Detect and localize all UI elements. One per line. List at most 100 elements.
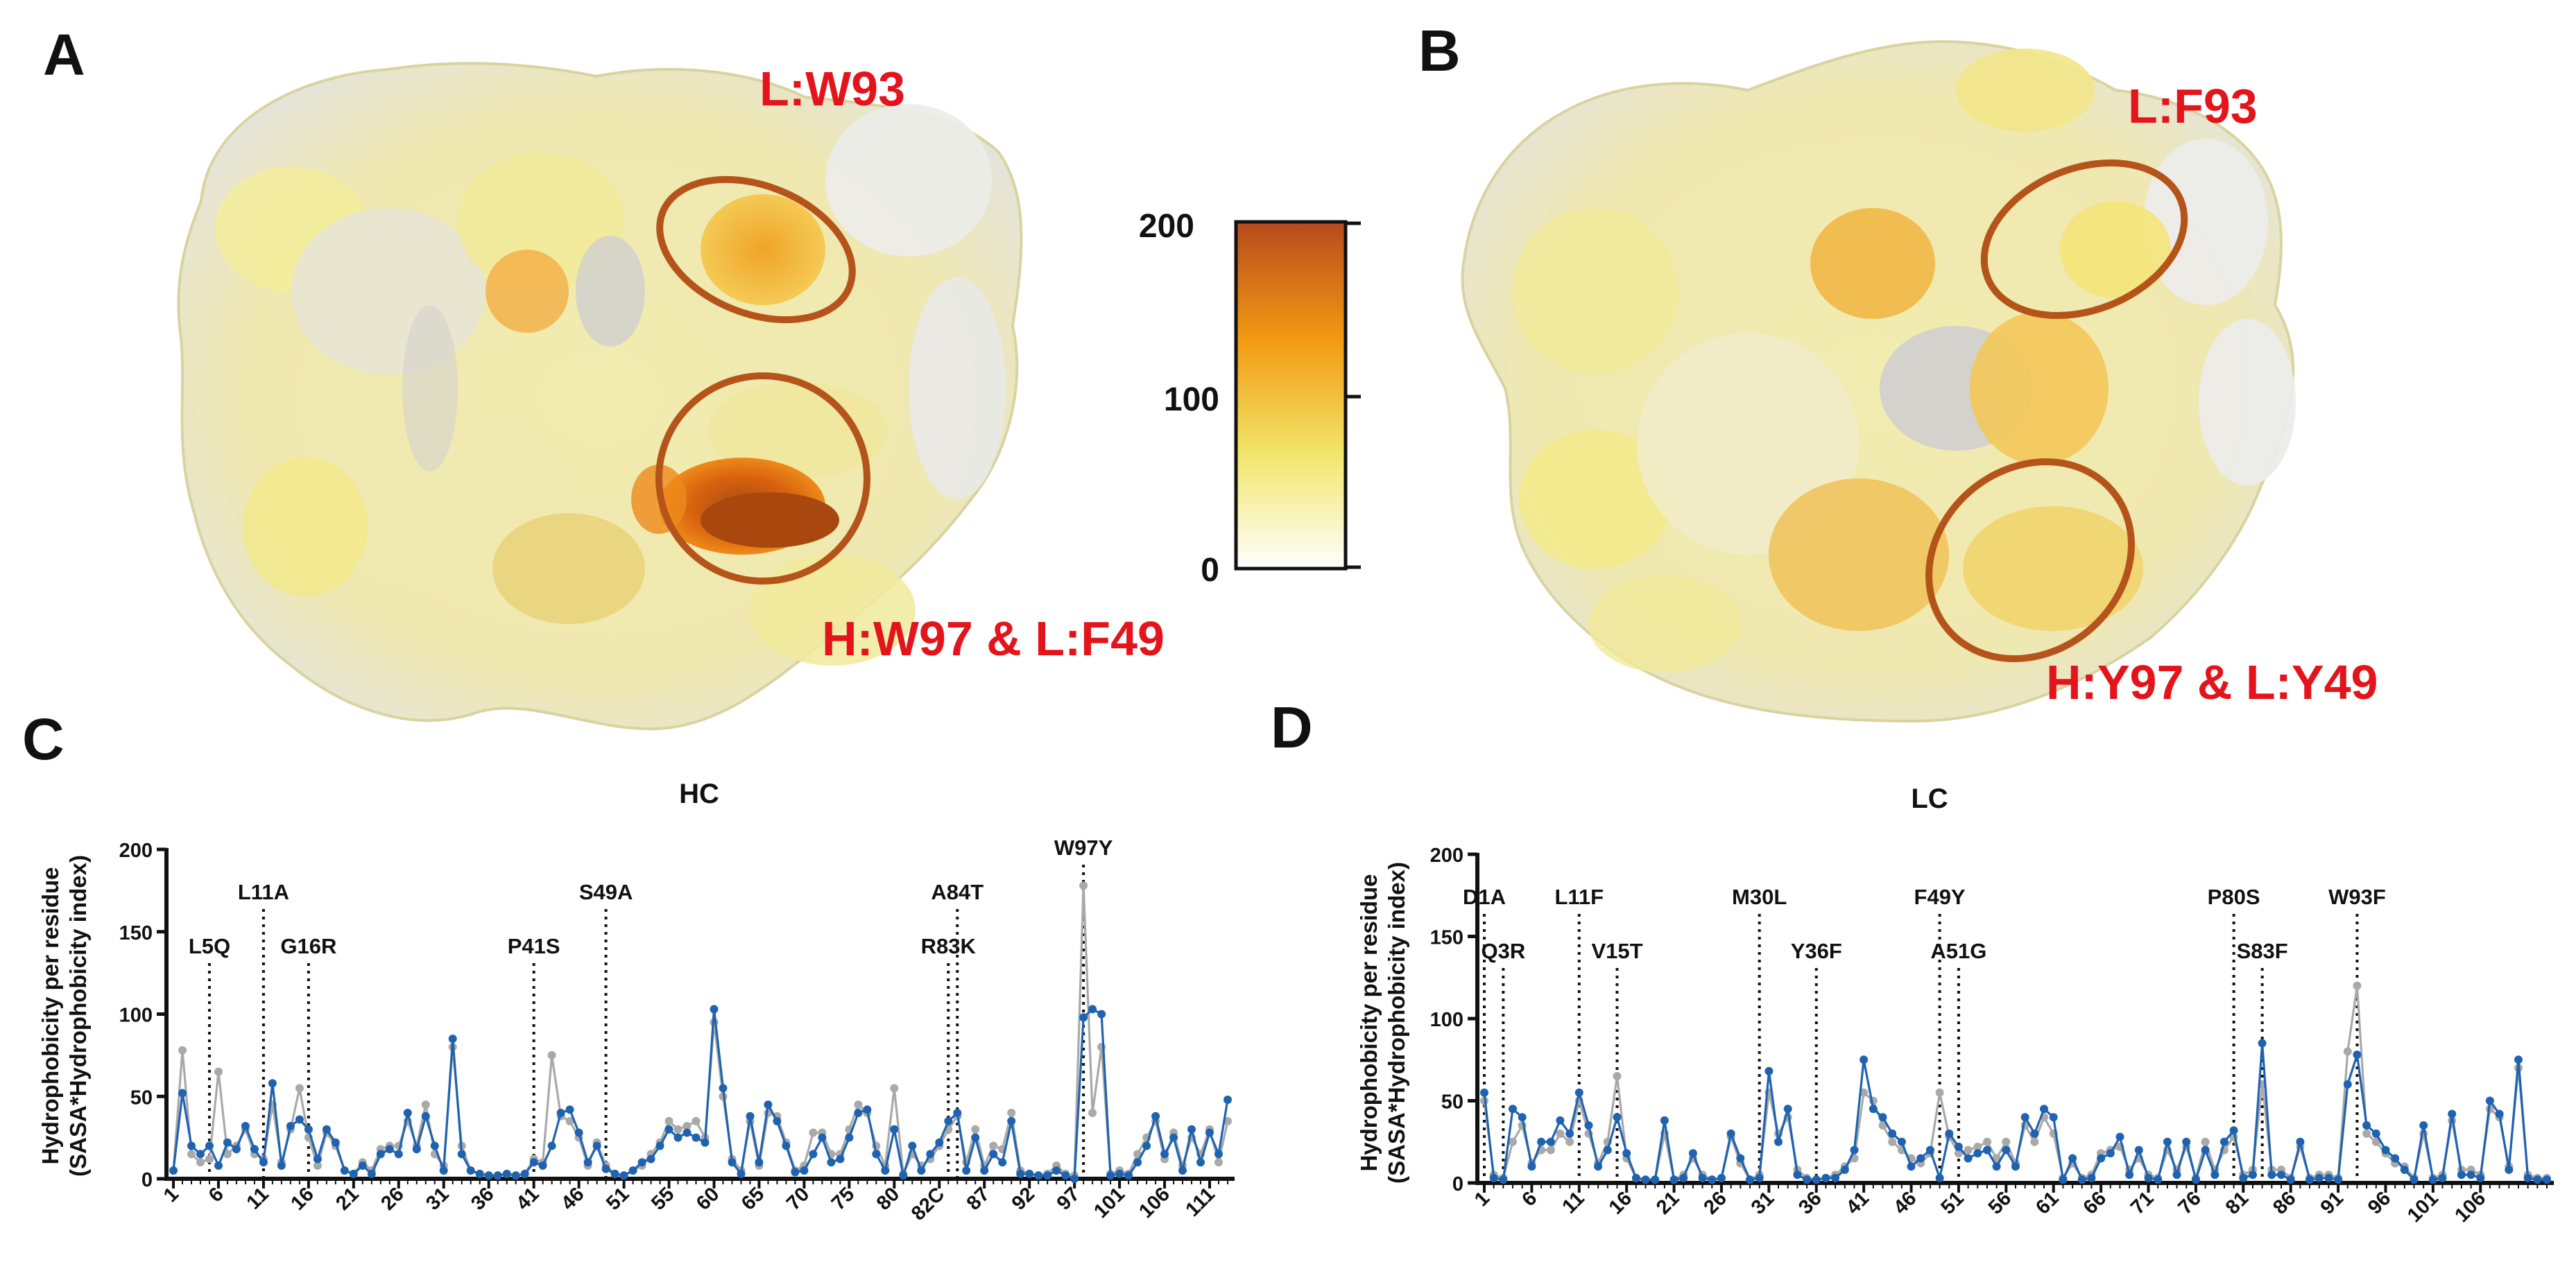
chart-c-x-tick-label: 87	[963, 1183, 994, 1214]
chart-d-point-mutant	[1527, 1162, 1536, 1171]
chart-c-point-mutant	[277, 1161, 286, 1170]
chart-d-point-wild-type	[2201, 1137, 2210, 1146]
chart-c-series-line-wild-type	[172, 884, 1229, 1177]
label-b-top: L:F93	[2128, 79, 2258, 133]
chart-c-point-wild-type	[196, 1158, 205, 1167]
chart-d-point-mutant	[1869, 1105, 1878, 1114]
chart-d-point-wild-type	[2371, 1137, 2380, 1146]
chart-c-point-wild-type	[1214, 1158, 1223, 1167]
chart-d-point-mutant	[2495, 1109, 2504, 1118]
chart-c-point-mutant	[1025, 1169, 1034, 1178]
chart-d-point-wild-type	[1992, 1154, 2001, 1163]
chart-c-point-mutant	[547, 1141, 556, 1150]
chart-d-point-mutant	[1698, 1173, 1707, 1182]
chart-d-y-tick-label: 150	[1430, 927, 1463, 949]
chart-c-point-wild-type	[673, 1125, 682, 1134]
chart-d-x-tick-label: 1	[1470, 1187, 1494, 1211]
chart-d-point-mutant	[1651, 1175, 1660, 1184]
chart-d-point-mutant	[2154, 1175, 2163, 1184]
chart-c-point-wild-type	[313, 1161, 322, 1170]
panel-b: B L:F93 H:Y97 & L:Y49	[1418, 18, 2378, 723]
chart-d-point-mutant	[2059, 1175, 2068, 1184]
chart-d-point-mutant	[2049, 1113, 2058, 1122]
chart-c-point-mutant	[313, 1155, 322, 1164]
chart-c-mutation-label: R83K	[921, 934, 977, 958]
chart-d-point-mutant	[1631, 1173, 1640, 1182]
chart-d-point-mutant	[1774, 1137, 1783, 1146]
chart-d-point-mutant	[1925, 1145, 1934, 1155]
chart-d-point-wild-type	[1509, 1137, 1517, 1146]
chart-d-point-mutant	[1603, 1145, 1612, 1155]
chart-c-point-mutant	[962, 1166, 971, 1175]
chart-c-point-mutant	[989, 1150, 998, 1159]
chart-c-point-wild-type	[1133, 1150, 1142, 1159]
chart-d-point-mutant	[2011, 1162, 2020, 1171]
chart-d-point-mutant	[2229, 1126, 2238, 1135]
chart-c-point-mutant	[1052, 1166, 1061, 1175]
chart-c-title: HC	[679, 779, 719, 809]
chart-d-point-mutant	[2543, 1175, 2551, 1184]
chart-c-mutation-label: S49A	[579, 880, 633, 904]
chart-d-x-tick-label: 21	[1652, 1187, 1683, 1218]
chart-c-point-wild-type	[187, 1150, 196, 1159]
chart-c-x-tick-label: 26	[377, 1183, 408, 1214]
chart-d-point-mutant	[1803, 1175, 1812, 1184]
chart-d-mutation-label: Q3R	[1481, 939, 1525, 963]
chart-c-x-tick-label: 21	[332, 1183, 363, 1214]
chart-d-point-mutant	[2400, 1166, 2409, 1174]
colorbar-tick-0: 0	[1201, 552, 1219, 589]
chart-c-point-wild-type	[971, 1125, 980, 1134]
chart-d-point-mutant	[2410, 1175, 2419, 1184]
chart-c-point-mutant	[737, 1169, 746, 1178]
chart-d-ylabel-line1: Hydrophobicity per residue	[1356, 874, 1382, 1171]
chart-c-point-mutant	[1106, 1171, 1115, 1180]
chart-d-point-mutant	[2296, 1137, 2305, 1146]
chart-c-x-tick-label: 106	[1135, 1183, 1174, 1222]
chart-c-point-mutant	[1178, 1166, 1187, 1175]
chart-c-point-wild-type	[682, 1122, 692, 1130]
chart-c-point-mutant	[773, 1116, 782, 1125]
chart-d-point-mutant	[2315, 1173, 2324, 1182]
chart-c-point-mutant	[340, 1166, 349, 1175]
chart-c-point-wild-type	[178, 1046, 187, 1055]
chart-c-point-mutant	[241, 1122, 250, 1130]
chart-d-point-mutant	[2334, 1175, 2343, 1184]
chart-d-point-mutant	[1669, 1175, 1678, 1184]
chart-d-x-tick-label: 76	[2174, 1187, 2205, 1218]
chart-d-point-mutant	[1964, 1154, 1973, 1163]
chart-c-x-tick-label: 70	[782, 1183, 814, 1214]
chart-c-point-mutant	[268, 1079, 277, 1088]
chart-d-point-mutant	[1907, 1162, 1916, 1171]
chart-d-point-mutant	[2523, 1173, 2532, 1182]
chart-c-x-tick-label: 11	[243, 1183, 273, 1213]
chart-c-point-wild-type	[214, 1067, 223, 1076]
chart-c-point-wild-type	[890, 1084, 899, 1093]
chart-c-point-mutant	[376, 1150, 385, 1159]
chart-d-point-mutant	[2191, 1175, 2200, 1184]
chart-d-mutation-label: S83F	[2237, 939, 2288, 963]
chart-c-point-mutant	[1169, 1133, 1178, 1142]
label-a-top: L:W93	[759, 62, 905, 116]
chart-d-x-tick-label: 31	[1747, 1187, 1778, 1218]
chart-c-point-mutant	[304, 1125, 313, 1134]
chart-c-point-mutant	[818, 1133, 827, 1142]
chart-d-point-mutant	[1888, 1129, 1897, 1138]
chart-c-point-mutant	[682, 1128, 692, 1137]
chart-d-point-mutant	[2068, 1154, 2077, 1163]
chart-c-point-mutant	[953, 1109, 962, 1117]
chart-c-point-wild-type	[547, 1050, 556, 1060]
chart-d-x-tick-label: 11	[1558, 1187, 1588, 1218]
highlight-ring-b-bottom	[1925, 458, 2135, 662]
chart-c-point-mutant	[223, 1138, 232, 1147]
chart-d-point-mutant	[2134, 1145, 2143, 1155]
chart-d-point-mutant	[2466, 1170, 2475, 1179]
chart-c-mutation-label: G16R	[280, 934, 336, 958]
chart-d-point-mutant	[2381, 1145, 2390, 1155]
chart-c-point-mutant	[430, 1141, 439, 1150]
chart-c-point-mutant	[484, 1171, 493, 1180]
label-b-bottom: H:Y97 & L:Y49	[2046, 655, 2378, 709]
chart-c-x-tick-label: 46	[557, 1183, 588, 1214]
chart-d-point-mutant	[1916, 1154, 1925, 1163]
